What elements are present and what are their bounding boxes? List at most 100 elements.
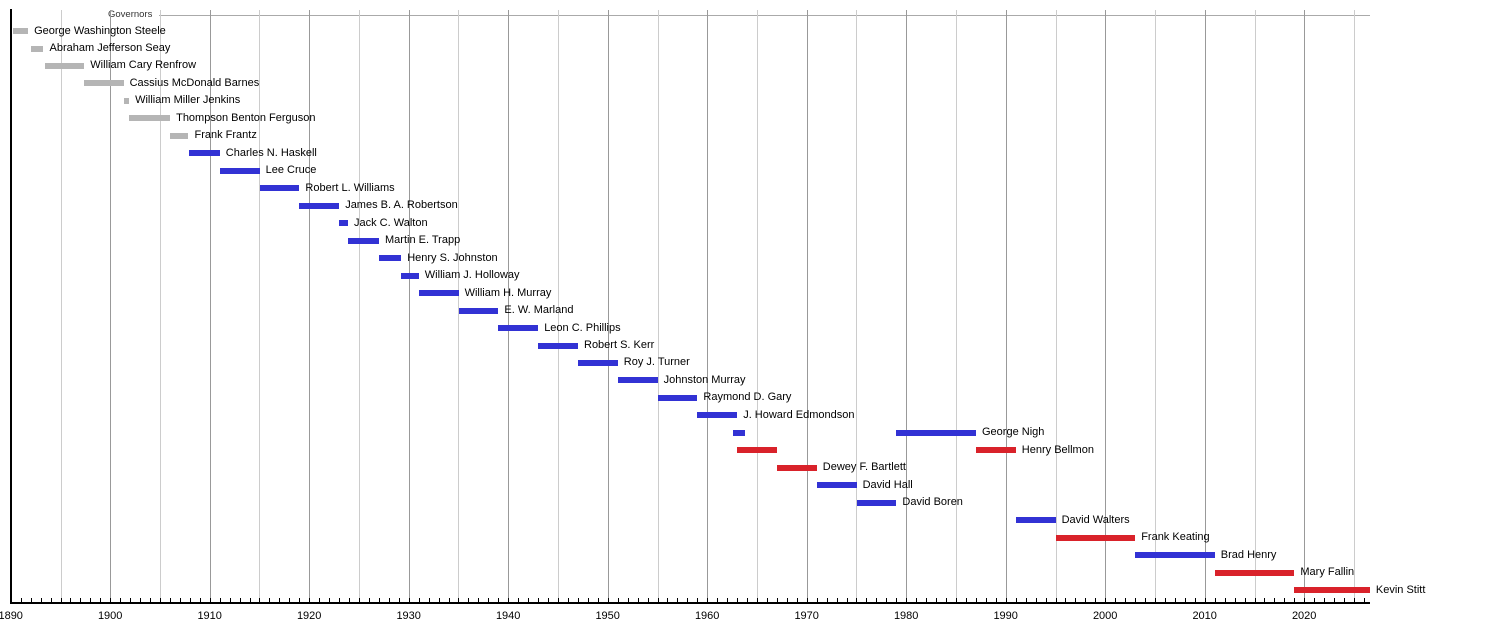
axis-tick-1932	[428, 598, 430, 603]
term-bar-frank-frantz	[170, 132, 189, 139]
axis-tick-1987	[975, 598, 977, 603]
grid-line-1895	[60, 10, 62, 603]
governor-label-cassius-mcdonald-barnes: Cassius McDonald Barnes	[129, 76, 260, 89]
axis-tick-1966	[766, 598, 768, 603]
term-bar-robert-l-williams	[259, 185, 300, 192]
term-bar-george-washington-steele	[13, 28, 29, 34]
axis-tick-1976	[866, 598, 868, 603]
axis-tick-1916	[269, 598, 271, 603]
grid-line-1900	[110, 10, 112, 603]
term-bar-george-nigh-1	[733, 429, 746, 436]
axis-tick-1964	[747, 598, 748, 603]
grid-line-1990	[1005, 10, 1007, 603]
axis-year-label-1930: 1930	[396, 610, 421, 622]
axis-tick-1925	[358, 598, 360, 603]
axis-tick-2009	[1194, 598, 1196, 603]
governor-label-abraham-jefferson-seay: Abraham Jefferson Seay	[49, 42, 171, 54]
axis-tick-1926	[368, 598, 370, 603]
axis-tick-1956	[667, 598, 669, 603]
term-bar-henry-s-johnston	[379, 255, 402, 262]
axis-year-label-1940: 1940	[495, 610, 521, 622]
term-bar-kevin-stitt	[1294, 587, 1370, 593]
axis-tick-1903	[140, 598, 141, 603]
axis-tick-1958	[687, 598, 689, 603]
governor-label-thompson-benton-ferguson: Thompson Benton Ferguson	[176, 111, 316, 124]
axis-tick-1953	[637, 598, 639, 603]
governor-label-james-b-a-robertson: James B. A. Robertson	[345, 199, 458, 212]
axis-tick-1935	[458, 598, 460, 603]
axis-tick-1906	[169, 598, 171, 603]
axis-tick-1991	[1015, 598, 1017, 603]
axis-tick-1975	[856, 598, 858, 603]
axis-tick-1909	[199, 598, 201, 603]
axis-tick-1893	[40, 598, 42, 603]
axis-tick-1921	[319, 598, 321, 603]
term-bar-robert-s-kerr	[538, 342, 578, 349]
axis-tick-1955	[657, 598, 659, 603]
governor-label-george-washington-steele: George Washington Steele	[34, 24, 166, 37]
term-bar-william-cary-renfrow	[44, 62, 85, 69]
term-bar-frank-keating	[1055, 534, 1136, 541]
axis-tick-1898	[90, 598, 92, 603]
grid-line-1985	[955, 10, 957, 603]
term-bar-henry-bellmon-1	[737, 447, 777, 454]
axis-tick-1993	[1035, 598, 1037, 603]
axis-tick-1962	[727, 598, 729, 603]
governor-label-mary-fallin: Mary Fallin	[1300, 566, 1355, 579]
axis-tick-1981	[916, 598, 918, 603]
governor-label-brad-henry: Brad Henry	[1220, 548, 1277, 561]
term-bar-cassius-mcdonald-barnes	[84, 80, 124, 87]
term-bar-raymond-d-gary	[657, 394, 698, 401]
term-bar-david-walters	[1015, 517, 1056, 524]
axis-tick-2002	[1125, 598, 1127, 603]
term-bar-martin-e-trapp	[348, 237, 379, 244]
axis-tick-2001	[1115, 598, 1117, 603]
term-bar-jack-c-walton	[339, 220, 348, 227]
axis-tick-1985	[955, 598, 957, 603]
governor-label-dewey-f-bartlett: Dewey F. Bartlett	[822, 461, 906, 474]
axis-tick-1917	[279, 598, 281, 603]
axis-tick-1952	[627, 598, 629, 603]
grid-line-2020	[1304, 10, 1306, 603]
axis-tick-1970	[806, 598, 808, 603]
axis-tick-1973	[836, 598, 838, 603]
grid-line-2015	[1254, 10, 1256, 603]
axis-tick-1927	[378, 598, 380, 603]
axis-tick-1995	[1055, 598, 1057, 603]
axis-tick-1941	[518, 598, 520, 603]
axis-tick-1894	[50, 598, 52, 603]
governor-label-kevin-stitt: Kevin Stitt	[1375, 583, 1426, 596]
grid-line-2000	[1105, 10, 1107, 603]
governor-label-david-hall: David Hall	[862, 478, 913, 491]
axis-year-label-1990: 1990	[993, 610, 1018, 622]
axis-tick-1934	[448, 598, 450, 603]
chart-left-border	[10, 9, 12, 603]
term-bar-henry-bellmon-2	[976, 447, 1016, 454]
axis-tick-1960	[707, 598, 709, 603]
axis-tick-1942	[528, 598, 530, 603]
axis-tick-1990	[1005, 598, 1007, 603]
axis-tick-2021	[1314, 598, 1316, 603]
axis-tick-1930	[408, 598, 410, 603]
grid-line-2010	[1204, 10, 1206, 603]
axis-tick-2022	[1324, 598, 1326, 603]
term-bar-brad-henry	[1135, 552, 1215, 559]
axis-tick-2023	[1334, 598, 1335, 603]
axis-tick-1967	[776, 598, 778, 603]
governor-label-frank-keating: Frank Keating	[1141, 531, 1210, 544]
axis-tick-1922	[329, 598, 331, 603]
chart-top-rule	[159, 15, 1370, 16]
axis-tick-1997	[1075, 598, 1077, 603]
grid-line-2005	[1155, 10, 1156, 603]
grid-line-1980	[906, 10, 908, 603]
governor-label-frank-frantz: Frank Frantz	[194, 129, 257, 142]
axis-tick-2005	[1155, 598, 1156, 603]
axis-tick-1954	[647, 598, 649, 603]
term-bar-william-j-holloway	[401, 272, 419, 279]
chart-title: Governors	[108, 9, 153, 20]
axis-tick-2000	[1105, 598, 1107, 603]
axis-tick-2011	[1214, 598, 1216, 603]
governor-label-henry-s-johnston: Henry S. Johnston	[407, 251, 498, 264]
term-bar-thompson-benton-ferguson	[129, 115, 171, 122]
axis-tick-2004	[1145, 598, 1146, 603]
